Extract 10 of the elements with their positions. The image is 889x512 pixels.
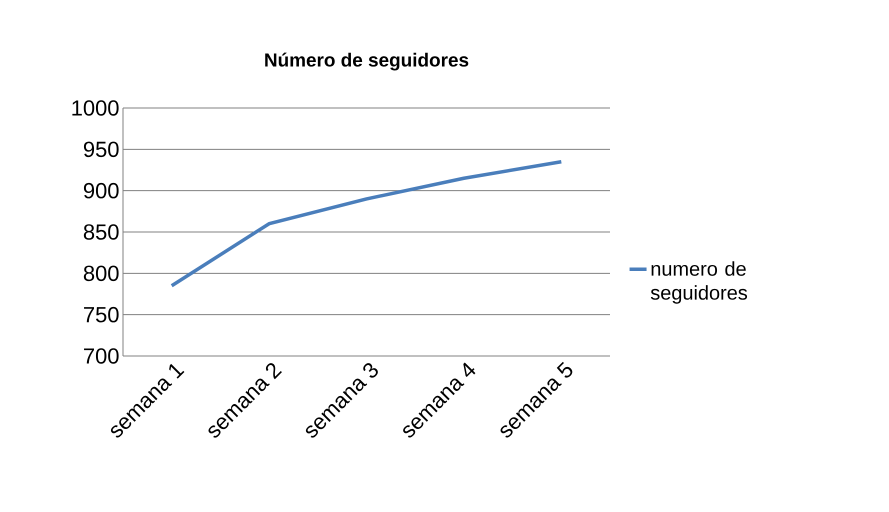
chart-title: Número de seguidores bbox=[265, 52, 468, 71]
line-series bbox=[170, 160, 564, 288]
y-tick-label: 700 bbox=[84, 348, 119, 364]
y-tick-label: 1000 bbox=[72, 100, 119, 116]
legend-label: numero de seguidores bbox=[650, 261, 748, 304]
y-tick-label: 750 bbox=[84, 306, 119, 322]
y-tick-label: 900 bbox=[84, 182, 119, 198]
y-tick-label: 850 bbox=[84, 224, 119, 240]
y-tick-label: 950 bbox=[84, 142, 119, 158]
y-tick-label: 800 bbox=[84, 266, 119, 282]
